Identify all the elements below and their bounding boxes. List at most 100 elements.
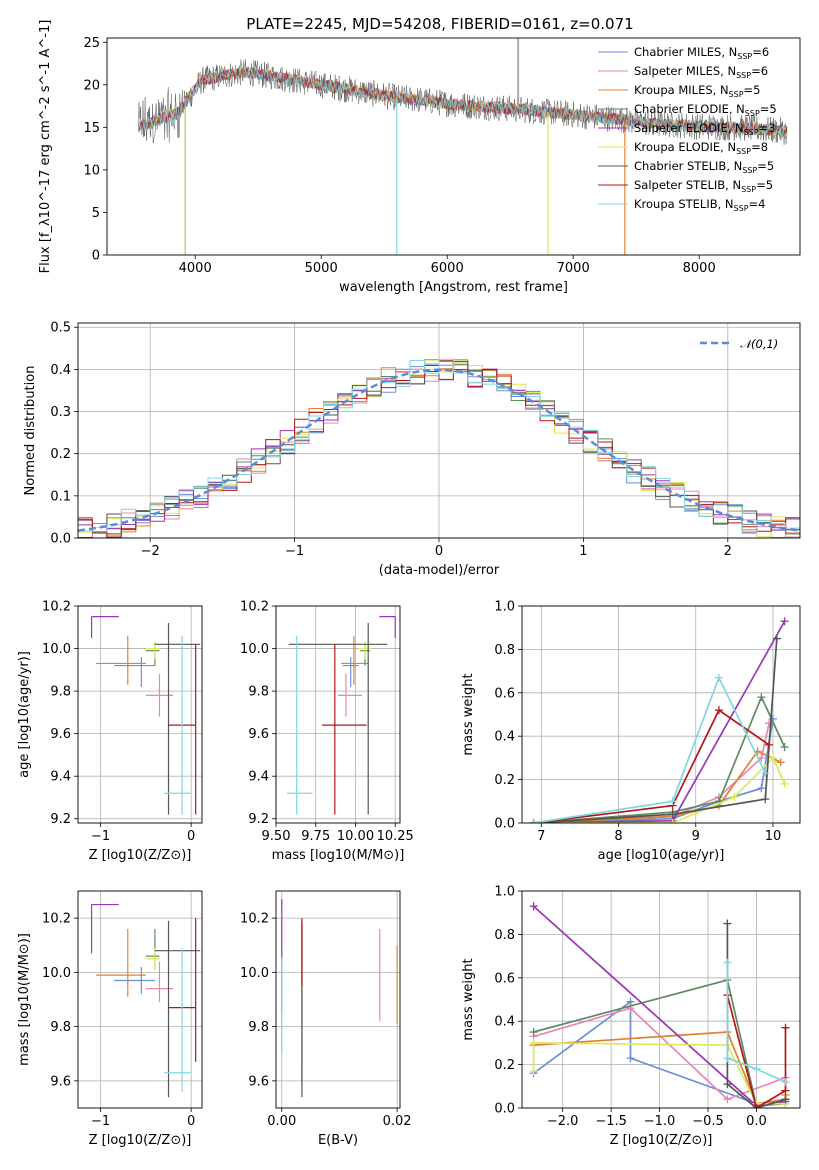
- x-tick-label: 4000: [179, 261, 212, 276]
- legend-label-sub: SSP: [745, 109, 760, 118]
- x-tick-label: 0: [187, 1114, 195, 1129]
- legend-label-text: Chabrier MILES, N: [634, 45, 737, 59]
- model-spectrum-6: [138, 67, 788, 138]
- y-tick-label: 9.4: [248, 770, 269, 785]
- y-tick-label: 10: [83, 163, 100, 178]
- weight-marker: [714, 673, 723, 682]
- y-tick-label: 0.2: [494, 773, 515, 788]
- weight-line-8: [533, 675, 767, 823]
- weight-marker: [761, 795, 770, 804]
- legend-label-count: =5: [756, 178, 773, 192]
- plot-area-residuals: [78, 358, 800, 538]
- x-tick-label: 2: [724, 544, 732, 559]
- panels-root: 4000 5000 6000 7000 80000510152025wavelength…: [17, 20, 801, 1148]
- panel-mass-vs-Z: −1 0 9.6 9.8 10.0 10.2 Z [log10(Z/Z⊙)] mass [lo…: [17, 890, 203, 1148]
- legend-label-sub: SSP: [736, 71, 751, 80]
- y-tick-label: 0.3: [50, 405, 71, 420]
- x-tick-label: 0: [435, 544, 443, 559]
- x-tick-label: 8: [614, 829, 622, 844]
- weight-marker: [668, 819, 677, 823]
- weight-marker: [780, 617, 789, 626]
- weight-marker: [776, 758, 785, 767]
- x-tick-label: −2: [141, 544, 160, 559]
- gaussian-reference: [78, 368, 800, 532]
- weight-marker: [757, 693, 766, 702]
- panel-age-vs-Z: −1 0 9.2 9.4 9.6 9.8 10.0 10.2 Z [log10(Z/Z⊙)] ag…: [17, 600, 203, 863]
- weight-marker: [529, 1038, 538, 1047]
- legend-label-sub: SSP: [729, 90, 744, 99]
- x-tick-label: 0.0: [746, 1114, 767, 1129]
- y-tick-label: 5: [92, 206, 100, 221]
- model-spectrum-8: [138, 65, 788, 138]
- y-tick-label: 0.2: [50, 447, 71, 462]
- x-tick-label: 5000: [305, 261, 338, 276]
- weight-marker: [723, 1054, 732, 1063]
- x-axis-label: wavelength [Angstrom, rest frame]: [339, 280, 568, 295]
- y-tick-label: 9.4: [50, 770, 71, 785]
- y-tick-label: 9.8: [50, 1020, 71, 1035]
- x-tick-label: 0.00: [267, 1114, 296, 1129]
- plot-area-weight-vs-age: [529, 617, 789, 823]
- x-tick-label: 1: [579, 544, 587, 559]
- y-axis-label: mass weight: [461, 958, 476, 1040]
- y-tick-label: 0.0: [50, 532, 71, 547]
- weight-marker: [723, 1095, 732, 1104]
- y-tick-label: 9.6: [248, 1074, 269, 1089]
- y-tick-label: 0.2: [494, 1058, 515, 1073]
- y-tick-label: 10.0: [240, 966, 269, 981]
- x-tick-label: −0.5: [692, 1114, 724, 1129]
- y-tick-label: 1.0: [494, 600, 515, 615]
- legend-label-text: Chabrier STELIB, N: [634, 159, 742, 173]
- axes-frame: [275, 605, 401, 824]
- legend-label-3: Chabrier ELODIE, NSSP=5: [634, 102, 777, 118]
- legend-label-count: =3: [759, 121, 776, 135]
- weight-marker: [730, 792, 739, 801]
- legend-label-2: Kroupa MILES, NSSP=5: [634, 83, 760, 99]
- legend-label-count: =4: [749, 197, 766, 211]
- axes-frame: [521, 890, 801, 1109]
- legend-label-count: =6: [752, 45, 769, 59]
- weight-marker: [765, 740, 774, 749]
- panel-mass-vs-EBV: 0.00 0.02 9.6 9.8 10.0 10.2 E(B-V): [240, 890, 412, 1148]
- x-axis-label: Z [log10(Z/Z⊙)]: [89, 1133, 192, 1148]
- weight-marker: [780, 779, 789, 788]
- y-tick-label: 0.4: [494, 1015, 515, 1030]
- weight-marker: [668, 810, 677, 819]
- y-axis-label: mass [log10(M/M⊙)]: [17, 933, 32, 1066]
- weight-marker: [668, 797, 677, 806]
- y-tick-label: 10.2: [240, 600, 269, 615]
- weight-line-8: [726, 962, 786, 1083]
- weight-line-7: [726, 994, 787, 1108]
- legend-label-7: Salpeter STELIB, NSSP=5: [634, 178, 773, 194]
- y-tick-label: 0.6: [494, 971, 515, 986]
- y-tick-label: 25: [83, 36, 100, 51]
- panel-spectrum: 4000 5000 6000 7000 8000 0 5 10 15 20 25 wavelength…: [38, 20, 801, 295]
- weight-marker: [768, 753, 777, 762]
- x-tick-label: −1: [91, 829, 110, 844]
- x-tick-label: 7: [537, 829, 545, 844]
- weight-marker: [757, 784, 766, 793]
- plot-area-age-vs-mass: [287, 616, 396, 815]
- y-axis-label: Flux [f_λ10^-17 erg cm^-2 s^-1 A^-1]: [38, 20, 53, 274]
- y-tick-label: 9.6: [248, 727, 269, 742]
- y-tick-label: 15: [83, 121, 100, 136]
- y-tick-label: 0.4: [494, 730, 515, 745]
- y-axis-label: Normed distribution: [23, 366, 38, 496]
- x-tick-label: 10.25: [377, 829, 414, 844]
- weight-marker: [781, 1095, 790, 1104]
- y-tick-label: 10.0: [42, 966, 71, 981]
- x-tick-label: −1: [285, 544, 304, 559]
- x-axis-label: E(B-V): [318, 1133, 358, 1148]
- axes-frame: [77, 605, 203, 824]
- legend-label-text: Kroupa ELODIE, N: [634, 140, 736, 154]
- y-tick-label: 0.0: [494, 817, 515, 832]
- legend-label-sub: SSP: [737, 52, 752, 61]
- weight-marker: [772, 634, 781, 643]
- axes-frame: [521, 605, 801, 824]
- y-tick-label: 9.2: [248, 812, 269, 827]
- y-tick-label: 1.0: [494, 885, 515, 900]
- y-tick-label: 9.8: [248, 685, 269, 700]
- axes-frame: [106, 37, 801, 256]
